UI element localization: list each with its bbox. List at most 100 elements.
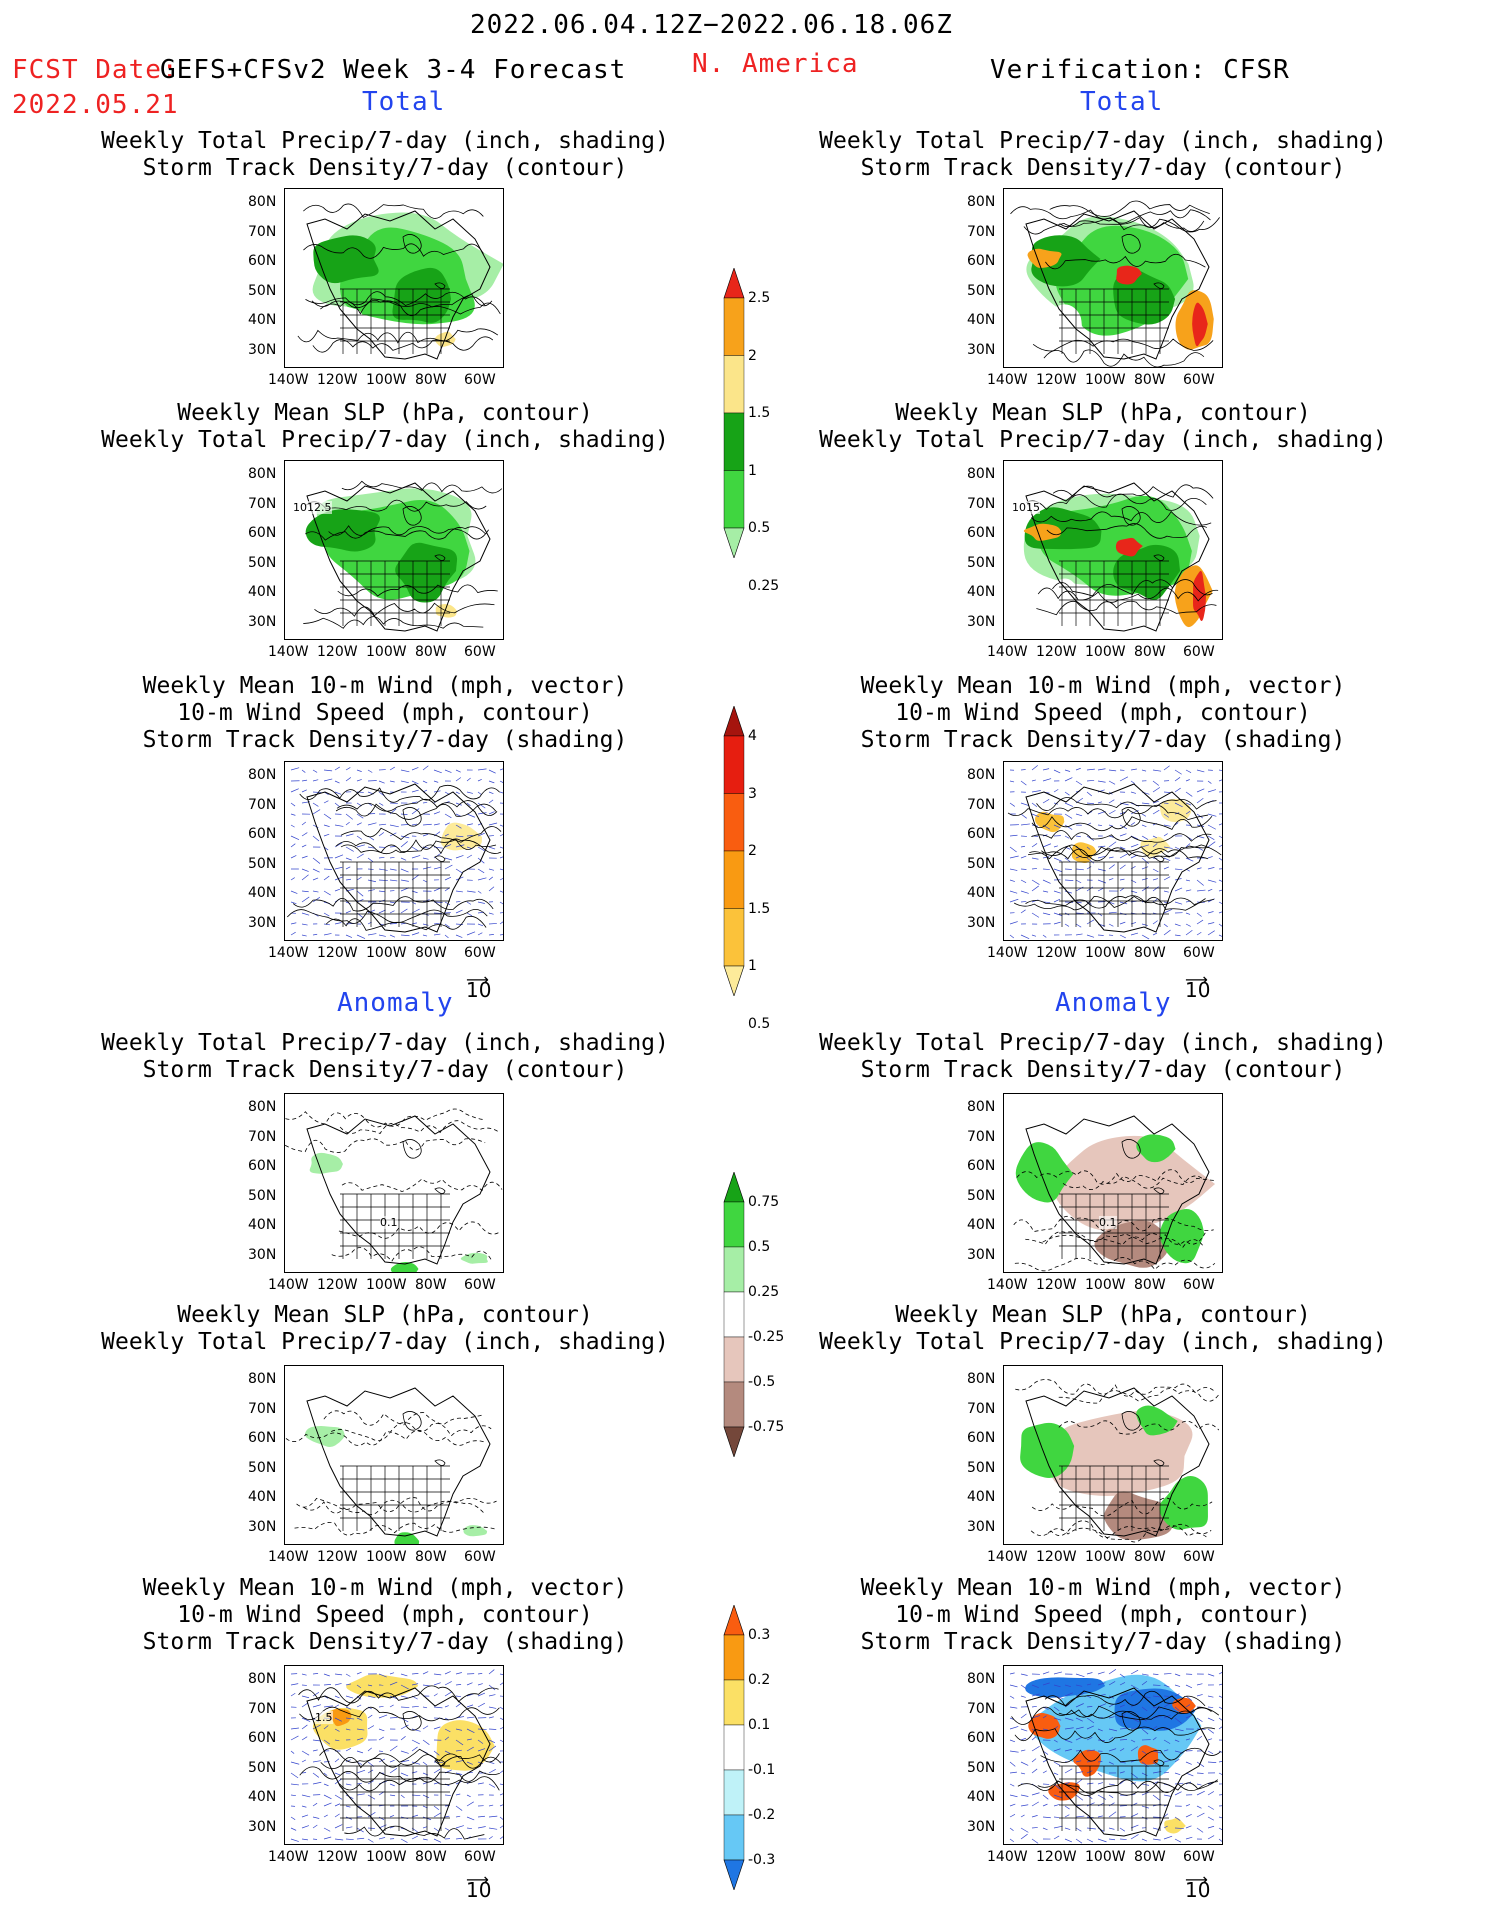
hudson-bay [402, 1711, 446, 1766]
lat-tick-label: 50N [248, 1759, 277, 1776]
colorbar-label: 0.25 [748, 577, 780, 594]
lat-tick-label: 40N [967, 584, 996, 600]
lat-tick-label: 60N [248, 1730, 277, 1746]
shading-region [1094, 1220, 1172, 1268]
vector-reference: ⟶ 10 [1185, 970, 1211, 1002]
lat-tick-label: 50N [967, 855, 996, 872]
colorbar-segment [723, 1814, 745, 1861]
coastline [1025, 1687, 1210, 1837]
contour-line [1059, 216, 1220, 233]
shading-region [313, 235, 379, 284]
coastline [1025, 783, 1210, 933]
colorbar-cap [723, 1604, 745, 1636]
section-anomaly-right: Anomaly [1055, 988, 1172, 1018]
contour-label: 1012.5 [293, 501, 332, 514]
map-panel [1003, 1365, 1223, 1545]
vector-reference: ⟶ 10 [466, 1870, 492, 1902]
state-boundaries [340, 1465, 450, 1531]
colorbar-label: 1.5 [748, 405, 771, 421]
shading-region [327, 1708, 352, 1727]
lon-tick-label: 120W [317, 1277, 358, 1293]
colorbar-label: 2.5 [748, 290, 771, 306]
lon-tick-label: 140W [268, 1277, 309, 1293]
colorbar-segment [723, 1336, 745, 1383]
contour-line [1030, 1520, 1212, 1539]
lat-tick-label: 40N [248, 584, 277, 600]
lat-tick-label: 80N [248, 1099, 277, 1115]
lat-tick-label: 40N [967, 1789, 996, 1805]
colorbar-cap [723, 965, 745, 997]
lon-tick-label: 80W [1134, 372, 1166, 388]
contour-line [341, 1178, 503, 1192]
contour-line [1036, 797, 1217, 811]
shading-region [1159, 1475, 1208, 1530]
lon-tick-label: 120W [1036, 1277, 1077, 1293]
panel-title: Weekly Total Precip/7-day (inch, shading… [101, 128, 669, 181]
colorbar-label: 2 [748, 843, 757, 859]
lat-tick-label: 70N [248, 1700, 277, 1717]
colorbar-segment [723, 1381, 745, 1428]
lon-tick-label: 100W [1085, 1849, 1126, 1865]
lon-tick-label: 140W [987, 1849, 1028, 1865]
section-total-right: Total [1080, 87, 1164, 117]
contour-line [335, 839, 497, 855]
lon-tick-label: 100W [366, 1849, 407, 1865]
contour-line [319, 1748, 500, 1763]
lat-tick-label: 40N [967, 1489, 996, 1505]
contour-line [328, 525, 489, 540]
colorbar-label: -0.2 [748, 1807, 776, 1823]
contour-line [1014, 1726, 1216, 1743]
lon-tick-label: 80W [1134, 1277, 1166, 1293]
contour-line [286, 908, 488, 924]
shading-region [1015, 1142, 1074, 1203]
lat-tick-label: 50N [967, 1459, 996, 1476]
lat-tick-label: 30N [248, 1818, 277, 1835]
panel-title: Weekly Total Precip/7-day (inch, shading… [101, 1030, 669, 1083]
contour-line [340, 838, 502, 855]
hudson-bay [1121, 807, 1165, 862]
shading-region [1136, 1134, 1176, 1163]
lon-tick-label: 140W [268, 372, 309, 388]
lat-tick-label: 40N [248, 312, 277, 328]
contour-line [1030, 510, 1212, 526]
map-panel: 0.1 [284, 1093, 504, 1273]
coastline [1025, 1387, 1210, 1537]
lat-tick-label: 70N [967, 495, 996, 512]
contour-line [1052, 579, 1213, 597]
lat-tick-label: 80N [967, 767, 996, 783]
state-boundaries [340, 560, 450, 626]
lon-tick-label: 100W [366, 1549, 407, 1565]
contour-line [1058, 1705, 1220, 1721]
panel-title: Weekly Total Precip/7-day (inch, shading… [819, 128, 1387, 181]
hudson-bay [1121, 506, 1165, 561]
lat-tick-label: 60N [967, 826, 996, 842]
lon-tick-label: 60W [464, 1549, 496, 1565]
lat-tick-label: 30N [967, 1246, 996, 1263]
panel-title: Weekly Mean SLP (hPa, contour) Weekly Tot… [101, 1302, 669, 1355]
shading-region [1192, 302, 1208, 347]
lon-tick-label: 120W [1036, 945, 1077, 961]
colorbar-cap [723, 1426, 745, 1458]
colorbar-label: 2 [748, 347, 757, 364]
lat-tick-label: 80N [967, 1671, 996, 1687]
shading-region [1115, 537, 1143, 557]
contour-line [314, 602, 495, 617]
lat-tick-label: 50N [967, 282, 996, 299]
lat-tick-label: 70N [967, 223, 996, 240]
colorbar-segment [723, 470, 745, 529]
lon-tick-label: 120W [1036, 1849, 1077, 1865]
lat-tick-label: 40N [967, 1217, 996, 1233]
shading-region [390, 1261, 419, 1272]
state-boundaries [340, 1193, 450, 1259]
colorbar-label: -0.25 [748, 1329, 785, 1345]
contour-line [1025, 1231, 1206, 1245]
shading-region [1073, 1749, 1101, 1777]
contour-line [292, 896, 494, 912]
hudson-bay [402, 807, 446, 862]
contour-line [285, 1138, 486, 1153]
colorbar-label: 1.5 [748, 900, 771, 917]
contour-label: 1.5 [315, 1711, 333, 1724]
contour-line [1015, 1379, 1216, 1397]
lon-tick-label: 140W [268, 945, 309, 961]
lat-tick-label: 70N [248, 1128, 277, 1145]
